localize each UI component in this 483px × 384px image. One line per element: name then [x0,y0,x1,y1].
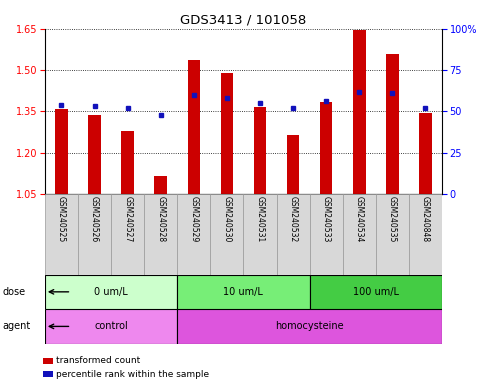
Bar [343,194,376,275]
Text: 100 um/L: 100 um/L [353,287,399,297]
Bar [88,116,101,194]
Bar [121,131,134,194]
Bar [419,113,432,194]
Text: GSM240528: GSM240528 [156,196,165,242]
Bar [111,194,144,275]
Text: GSM240532: GSM240532 [288,196,298,243]
Text: GSM240529: GSM240529 [189,196,199,243]
Bar [155,176,167,194]
Text: GSM240527: GSM240527 [123,196,132,243]
Bar [177,275,310,309]
Text: control: control [94,321,128,331]
Bar [276,194,310,275]
Bar [221,73,233,194]
Bar [211,194,243,275]
Bar [78,194,111,275]
Bar [310,275,442,309]
Text: GSM240525: GSM240525 [57,196,66,243]
Bar [177,309,442,344]
Bar [386,53,398,194]
Text: 0 um/L: 0 um/L [94,287,128,297]
Text: GSM240531: GSM240531 [256,196,265,243]
Text: GSM240534: GSM240534 [355,196,364,243]
Bar [310,194,343,275]
Bar [409,194,442,275]
Text: GSM240535: GSM240535 [388,196,397,243]
Bar [353,30,366,194]
Bar [376,194,409,275]
Bar [45,194,78,275]
Text: homocysteine: homocysteine [275,321,344,331]
Bar [45,309,177,344]
Bar [187,60,200,194]
Text: transformed count: transformed count [56,356,140,366]
Bar [55,109,68,194]
Text: GSM240526: GSM240526 [90,196,99,243]
Bar [45,275,177,309]
Title: GDS3413 / 101058: GDS3413 / 101058 [180,13,307,26]
Text: GSM240530: GSM240530 [222,196,231,243]
Text: agent: agent [2,321,30,331]
Bar [177,194,210,275]
Bar [243,194,276,275]
Bar [254,107,266,194]
Text: GSM240533: GSM240533 [322,196,331,243]
Text: dose: dose [2,287,26,297]
Text: GSM240848: GSM240848 [421,196,430,242]
Bar [144,194,177,275]
Bar [320,102,332,194]
Text: percentile rank within the sample: percentile rank within the sample [56,370,209,379]
Text: 10 um/L: 10 um/L [224,287,263,297]
Bar [287,135,299,194]
